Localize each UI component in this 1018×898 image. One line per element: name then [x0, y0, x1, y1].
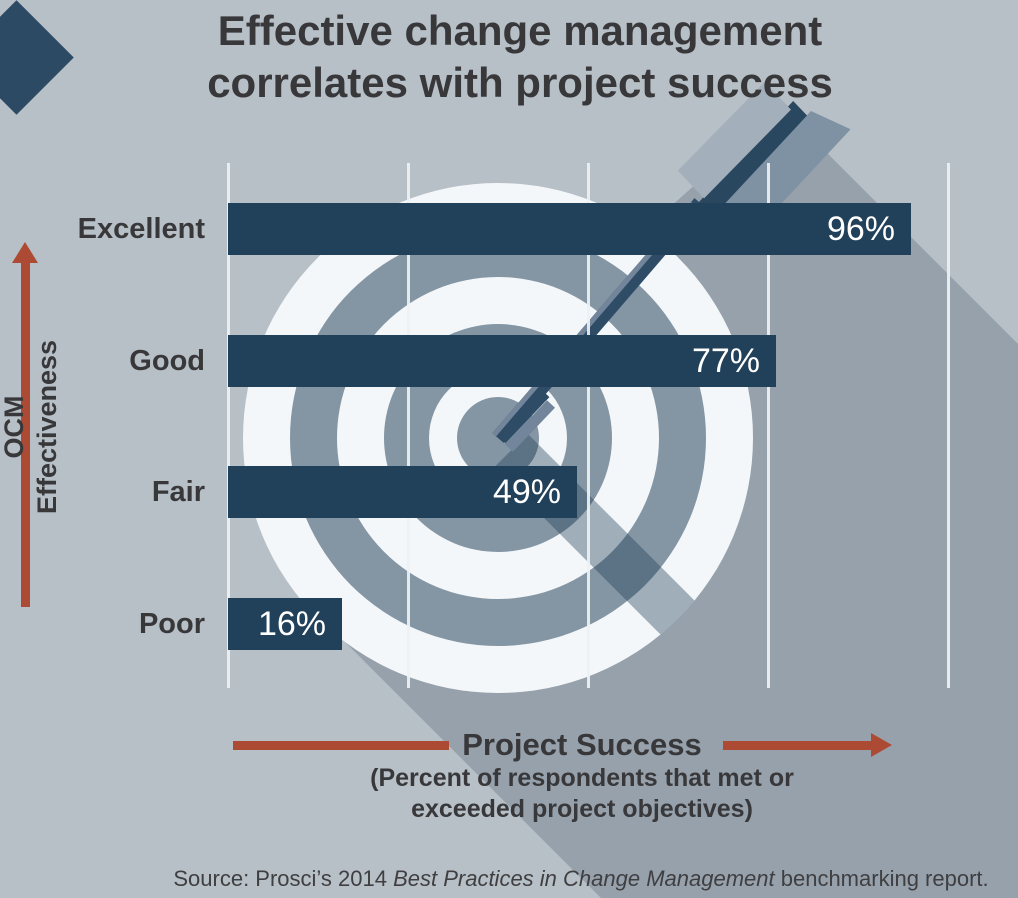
source-suffix: benchmarking report.	[774, 866, 989, 891]
y-axis-arrow-shaft	[21, 262, 30, 607]
bar-excellent: 96%	[228, 203, 911, 255]
source-prefix: Source: Prosci’s 2014	[173, 866, 394, 891]
gridline-75pct	[767, 163, 770, 688]
gridline-100pct	[947, 163, 950, 688]
x-axis-subtitle-line1: (Percent of respondents that met or	[370, 764, 794, 792]
y-axis-title: OCM Effectiveness	[0, 277, 66, 577]
arrow-plate	[690, 100, 808, 226]
category-label-fair: Fair	[151, 476, 205, 508]
gridline-0pct	[227, 163, 230, 688]
chart-title-line1: Effective change management	[217, 7, 823, 54]
arrow-feather-upper	[677, 81, 791, 199]
chart-title: Effective change management correlates w…	[105, 5, 935, 109]
value-label-excellent: 96%	[826, 210, 895, 248]
source-note: Source: Prosci’s 2014 Best Practices in …	[81, 866, 1018, 892]
chart-title-line2: correlates with project success	[207, 59, 833, 106]
value-label-fair: 49%	[492, 473, 561, 511]
y-axis-title-line1: OCM	[0, 395, 29, 459]
x-axis-arrow-head-icon	[871, 733, 892, 757]
value-label-poor: 16%	[257, 605, 326, 643]
category-label-excellent: Excellent	[77, 213, 205, 245]
y-axis-arrow-head-icon	[12, 242, 38, 263]
x-axis-line-left	[233, 741, 449, 750]
gridline-50pct	[587, 163, 590, 688]
x-axis-subtitle-line2: exceeded project objectives)	[411, 795, 753, 823]
value-label-good: 77%	[691, 342, 760, 380]
gridline-25pct	[407, 163, 410, 688]
source-report-title: Best Practices in Change Management	[393, 866, 775, 891]
category-label-poor: Poor	[138, 608, 205, 640]
bar-poor: 16%	[228, 598, 342, 650]
bar-fair: 49%	[228, 466, 577, 518]
category-label-good: Good	[129, 345, 205, 377]
bar-good: 77%	[228, 335, 776, 387]
y-axis-title-line2: Effectiveness	[32, 339, 62, 515]
x-axis-arrow-shaft	[723, 741, 873, 750]
x-axis-title: Project Success	[462, 727, 702, 762]
